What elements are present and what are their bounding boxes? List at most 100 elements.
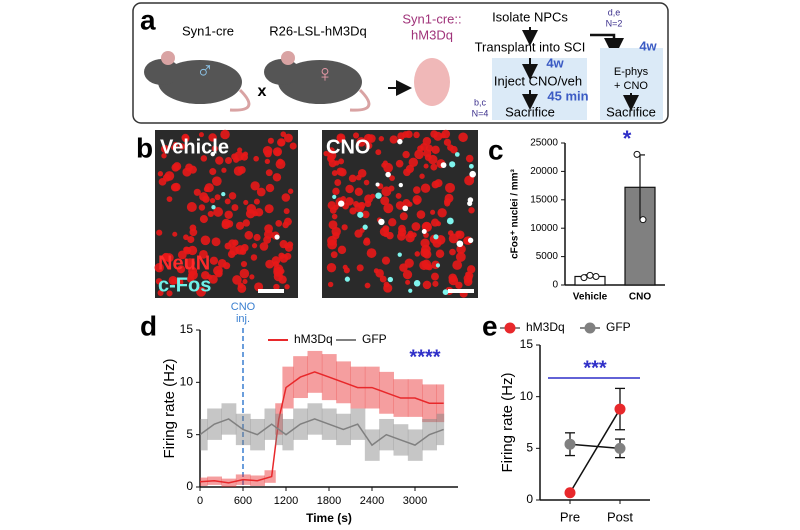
cell <box>397 138 403 145</box>
cell <box>408 157 419 168</box>
cell <box>154 263 164 273</box>
cell <box>210 151 215 157</box>
cell <box>237 284 247 293</box>
panel-label: a <box>140 4 156 35</box>
cell <box>430 218 440 227</box>
step: Transplant into SCI <box>475 39 586 54</box>
x-tick-label: 600 <box>234 495 252 507</box>
cell <box>240 243 249 252</box>
cell <box>188 270 198 280</box>
cell <box>264 158 271 165</box>
cell <box>467 237 474 243</box>
cell <box>458 132 468 143</box>
y-tick-label: 10 <box>520 389 534 403</box>
cell <box>435 249 445 258</box>
cell <box>157 289 164 296</box>
cell <box>207 210 214 218</box>
cell <box>419 173 425 179</box>
cohort: N=4 <box>472 108 489 118</box>
data-point <box>580 274 588 282</box>
y-tick-label: 0 <box>526 492 533 506</box>
cell <box>240 260 248 268</box>
cell <box>424 154 432 162</box>
y-tick-label: 0 <box>186 479 193 493</box>
arrow <box>590 33 624 58</box>
panel-b-labels: Vehicle CNO NeuN c-Fos <box>158 136 474 296</box>
cell <box>327 281 334 288</box>
cell <box>421 229 427 234</box>
cell <box>212 176 222 187</box>
cell <box>221 167 227 173</box>
cell <box>157 171 164 177</box>
cell <box>168 275 178 285</box>
scale-bar <box>448 289 474 293</box>
stain-label: NeuN <box>158 252 210 274</box>
data-point <box>592 272 600 280</box>
y-tick-label: 15 <box>180 322 194 336</box>
cell <box>289 142 297 150</box>
panel-label: c <box>488 134 504 165</box>
cell <box>383 203 394 214</box>
cell <box>433 234 439 240</box>
cell <box>277 138 286 147</box>
cell <box>166 196 173 202</box>
cell <box>253 155 259 162</box>
cell <box>399 212 408 221</box>
y-tick-label: 15 <box>520 337 534 351</box>
x-tick-label: 1200 <box>274 495 298 507</box>
cell <box>389 175 395 181</box>
cell <box>326 263 337 273</box>
data-point <box>614 442 626 454</box>
cell <box>161 253 169 261</box>
cell <box>435 263 441 268</box>
cell <box>242 219 250 227</box>
cell <box>224 198 231 205</box>
cell <box>327 150 337 160</box>
cell <box>379 275 387 283</box>
y-tick-label: 5 <box>186 427 193 441</box>
error-band <box>264 408 276 440</box>
cell <box>430 130 438 138</box>
cell <box>334 179 342 186</box>
cell <box>383 162 394 173</box>
cell <box>352 132 360 139</box>
cell <box>343 267 350 274</box>
cell <box>380 196 390 206</box>
legend-marker <box>584 322 596 334</box>
cell <box>456 240 464 248</box>
cell <box>166 290 173 297</box>
cell <box>242 151 249 157</box>
cell <box>233 156 240 163</box>
cell <box>279 253 289 263</box>
x-tick-label: 3000 <box>403 495 427 507</box>
y-axis-label: Firing rate (Hz) <box>499 372 516 472</box>
step: Isolate NPCs <box>492 9 568 24</box>
cell <box>449 161 456 168</box>
cell <box>214 194 221 201</box>
error-band <box>282 366 294 409</box>
legend-label: GFP <box>606 320 631 334</box>
cell <box>388 185 395 192</box>
x-tick-label: CNO <box>629 292 651 303</box>
cell <box>280 131 287 138</box>
data-point <box>633 150 641 158</box>
cell <box>186 202 197 213</box>
cell <box>250 181 260 191</box>
event-label: CNO <box>231 301 256 313</box>
cell <box>331 213 338 220</box>
cell <box>405 130 413 139</box>
cell <box>449 248 456 256</box>
cell <box>411 222 421 231</box>
y-tick-label: 0 <box>552 280 558 291</box>
cell <box>199 215 208 224</box>
cell <box>177 250 187 260</box>
cell <box>443 198 451 205</box>
cell <box>414 149 424 160</box>
cell <box>224 242 232 250</box>
panel-label: d <box>140 310 157 341</box>
y-tick-label: 10000 <box>530 223 558 234</box>
cell <box>416 210 426 219</box>
cell <box>452 260 463 270</box>
cell <box>440 162 447 168</box>
cell <box>364 200 372 208</box>
